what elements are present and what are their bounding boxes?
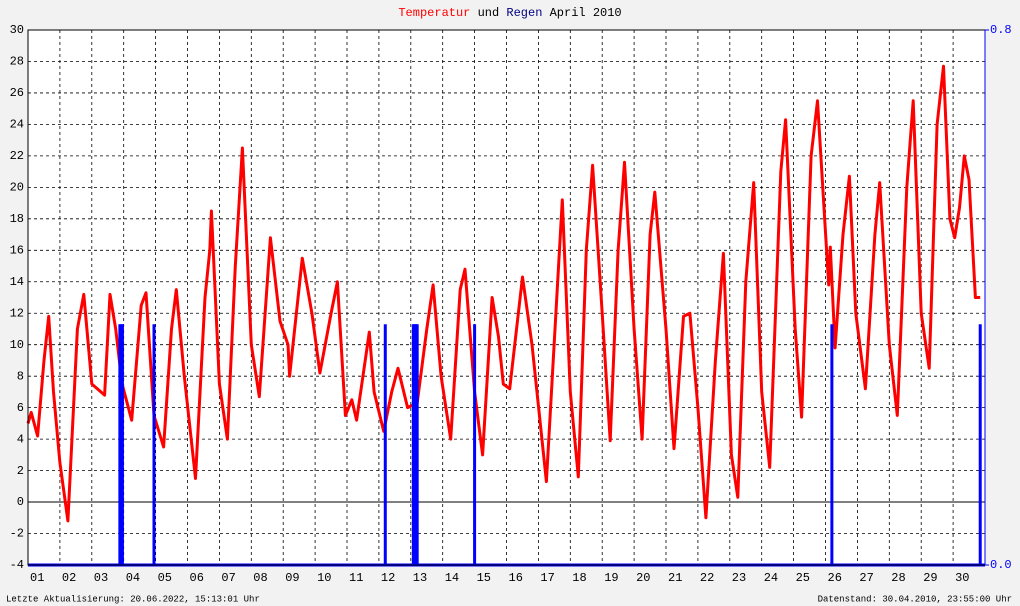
rain-bar <box>415 324 419 565</box>
y-tick-label: 18 <box>10 212 24 226</box>
y-tick-label: 10 <box>10 338 24 352</box>
x-tick-label: 14 <box>445 571 459 585</box>
x-tick-label: 17 <box>540 571 554 585</box>
x-tick-label: 10 <box>317 571 331 585</box>
x-tick-label: 19 <box>604 571 618 585</box>
y-tick-label: 22 <box>10 149 24 163</box>
rain-bar <box>120 324 124 565</box>
x-tick-label: 16 <box>509 571 523 585</box>
x-tick-label: 13 <box>413 571 427 585</box>
x-tick-label: 04 <box>126 571 140 585</box>
x-tick-label: 29 <box>923 571 937 585</box>
y-tick-label: 14 <box>10 275 24 289</box>
x-tick-label: 02 <box>62 571 76 585</box>
y-tick-label: -2 <box>10 527 24 541</box>
x-tick-label: 11 <box>349 571 363 585</box>
y-tick-label: 0 <box>17 495 24 509</box>
rain-bar <box>152 324 156 565</box>
title-suffix: April 2010 <box>550 6 622 20</box>
x-tick-label: 22 <box>700 571 714 585</box>
rain-bar <box>978 324 982 565</box>
y-tick-label: 16 <box>10 243 24 257</box>
x-tick-label: 06 <box>190 571 204 585</box>
title-joiner: und <box>478 6 500 20</box>
y-tick-label: 20 <box>10 181 24 195</box>
x-tick-label: 07 <box>221 571 235 585</box>
x-tick-label: 30 <box>955 571 969 585</box>
x-tick-label: 01 <box>30 571 44 585</box>
y-tick-label: 28 <box>10 55 24 69</box>
rain-bar <box>830 324 834 565</box>
x-tick-label: 08 <box>253 571 267 585</box>
y2-tick-label: 0.8 <box>990 23 1012 37</box>
x-tick-label: 23 <box>732 571 746 585</box>
y-tick-label: 30 <box>10 23 24 37</box>
x-tick-label: 05 <box>158 571 172 585</box>
y-tick-label: 6 <box>17 401 24 415</box>
x-tick-label: 03 <box>94 571 108 585</box>
x-tick-label: 25 <box>796 571 810 585</box>
x-tick-label: 09 <box>285 571 299 585</box>
title-rain: Regen <box>506 6 542 20</box>
x-tick-label: 24 <box>764 571 778 585</box>
footer-right: Datenstand: 30.04.2010, 23:55:00 Uhr <box>818 594 1012 604</box>
x-tick-label: 21 <box>668 571 682 585</box>
x-tick-label: 28 <box>891 571 905 585</box>
x-tick-label: 26 <box>828 571 842 585</box>
x-tick-label: 12 <box>381 571 395 585</box>
y-tick-label: 2 <box>17 464 24 478</box>
y-tick-label: 4 <box>17 432 24 446</box>
rain-bar <box>383 324 387 565</box>
rain-bar <box>473 324 477 565</box>
y-tick-label: 12 <box>10 306 24 320</box>
y-tick-label: 24 <box>10 118 24 132</box>
y-tick-label: -4 <box>10 558 24 572</box>
x-tick-label: 27 <box>859 571 873 585</box>
x-tick-label: 15 <box>477 571 491 585</box>
chart-title: Temperatur und Regen April 2010 <box>398 6 621 20</box>
x-tick-label: 18 <box>572 571 586 585</box>
y-tick-label: 8 <box>17 369 24 383</box>
footer-left: Letzte Aktualisierung: 20.06.2022, 15:13… <box>6 594 260 604</box>
x-tick-label: 20 <box>636 571 650 585</box>
y2-tick-label: 0.0 <box>990 558 1012 572</box>
y-tick-label: 26 <box>10 86 24 100</box>
temperature-line <box>26 64 981 523</box>
title-temp: Temperatur <box>398 6 470 20</box>
